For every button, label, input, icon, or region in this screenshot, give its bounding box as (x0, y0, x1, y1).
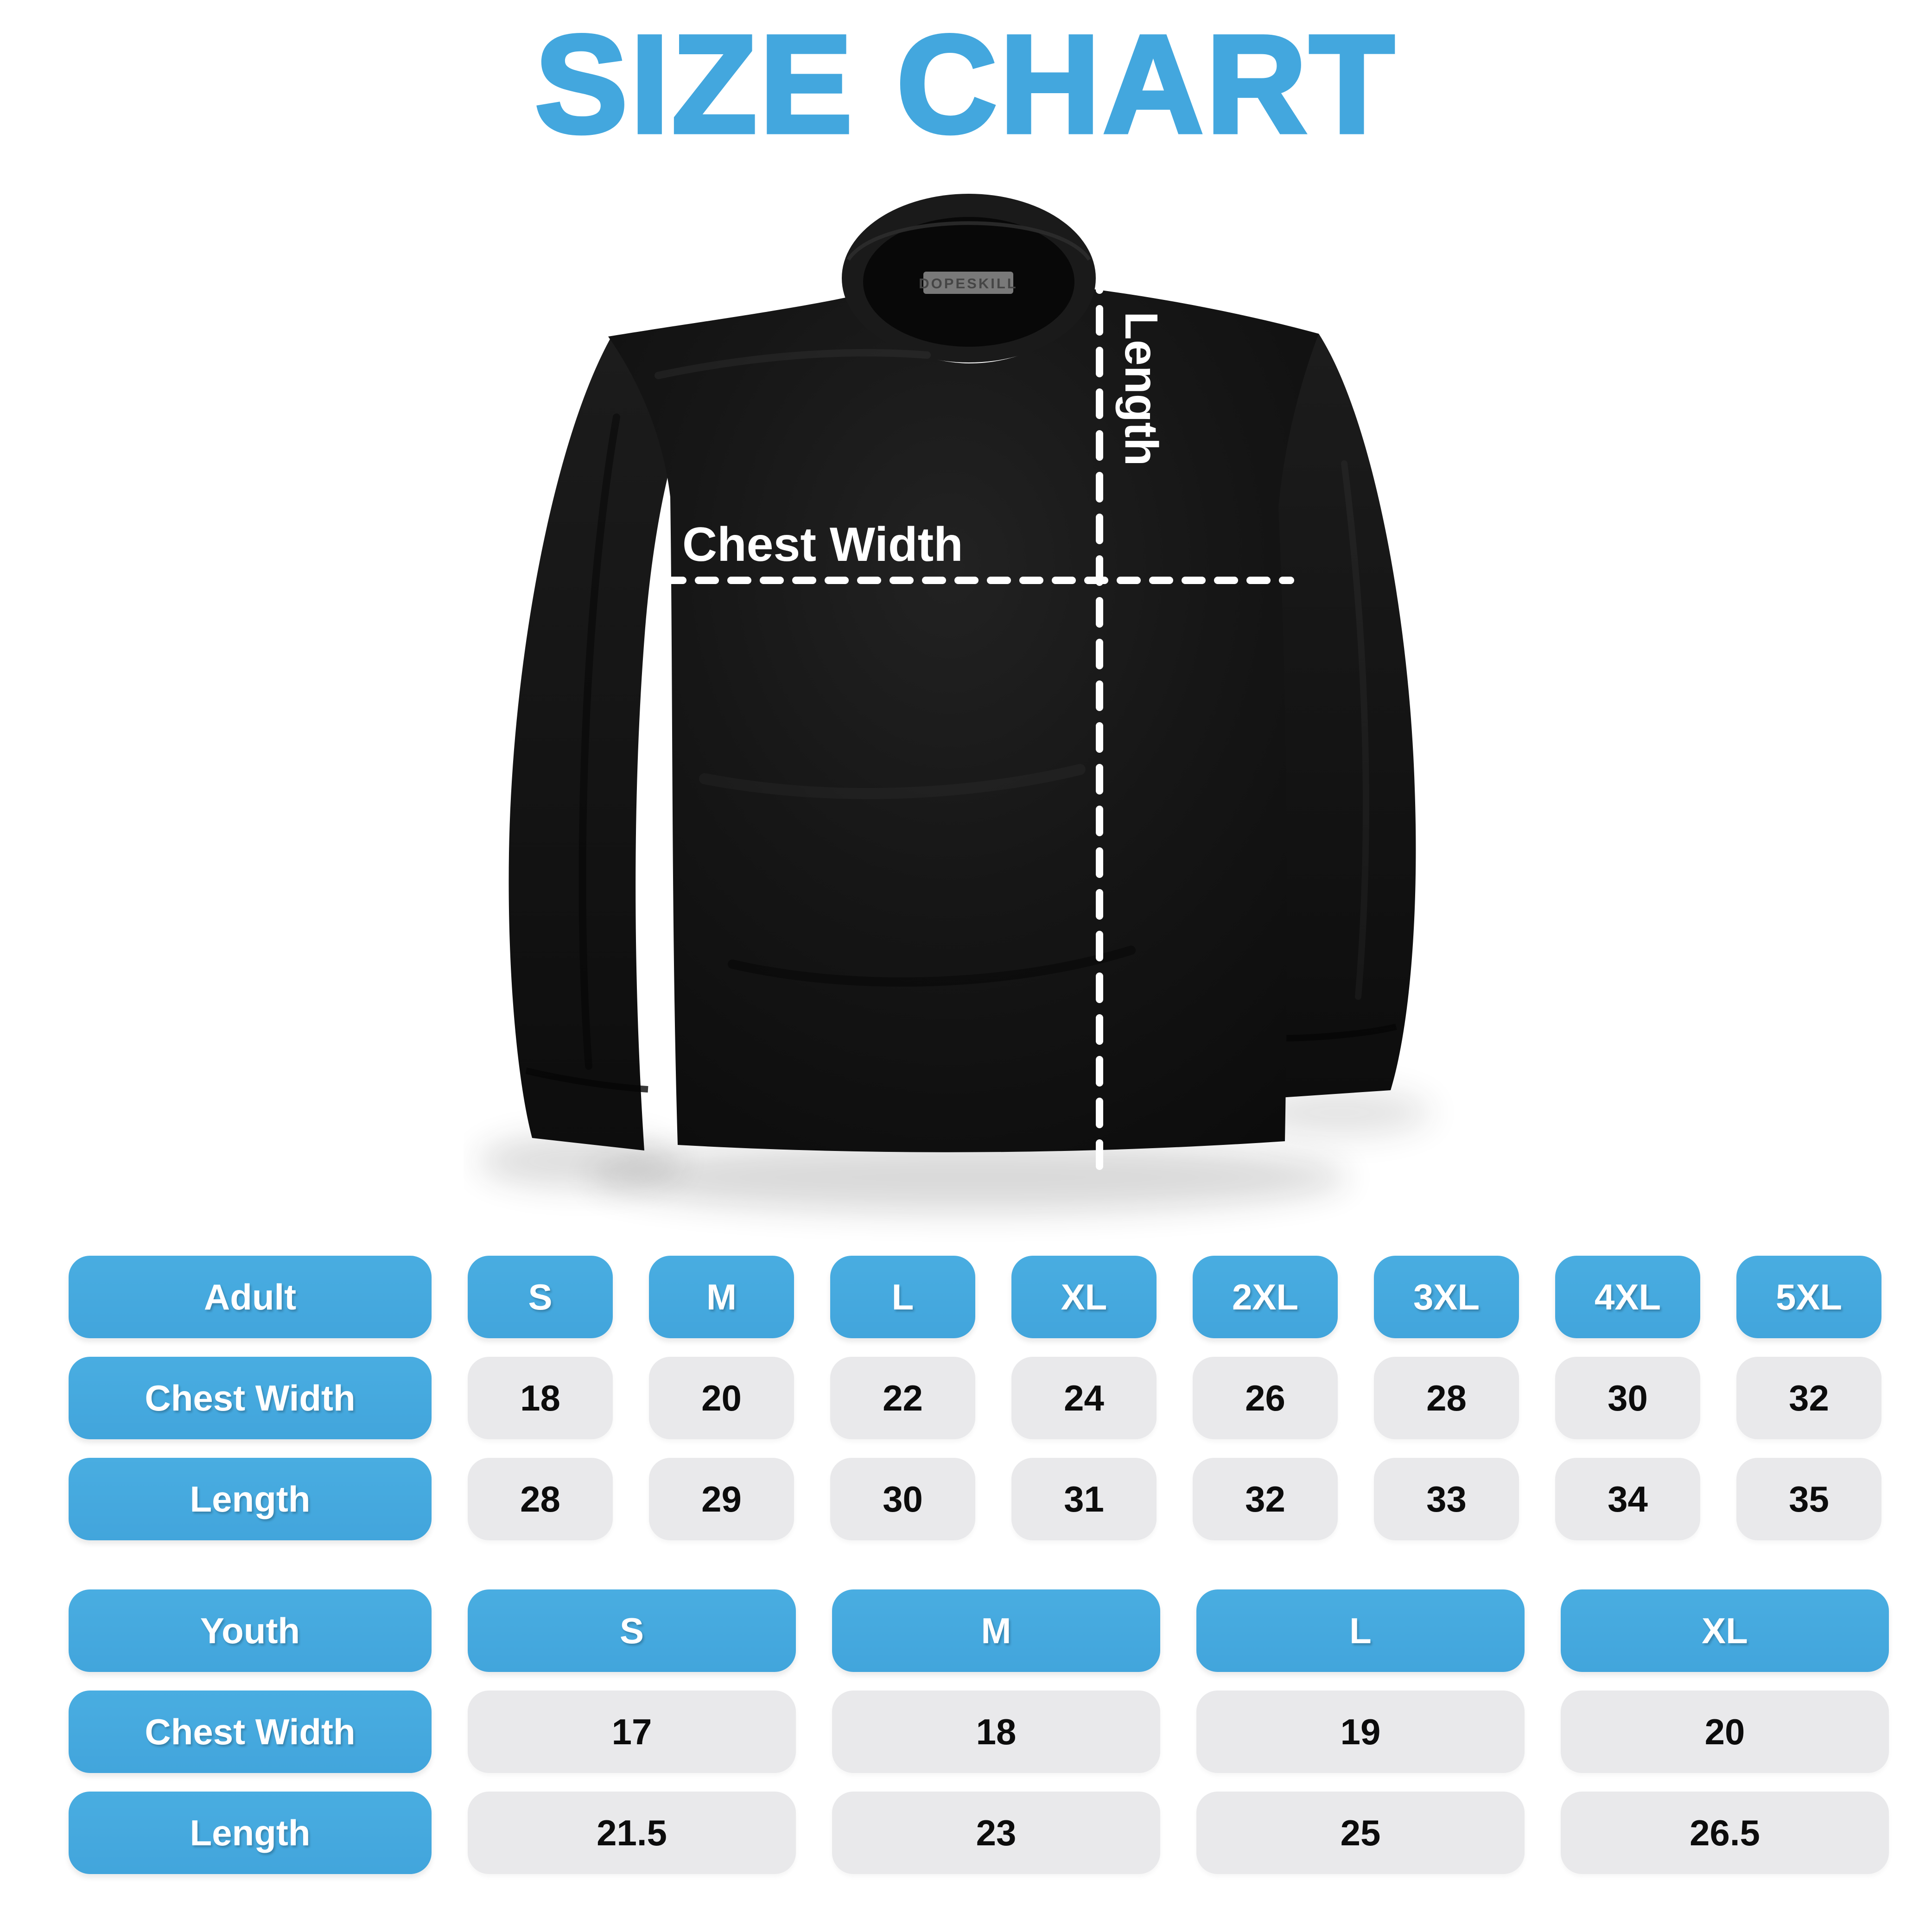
adult-length-5xl: 35 (1736, 1458, 1881, 1540)
adult-chest-width-4xl: 30 (1555, 1357, 1700, 1439)
youth-table-title: Youth (69, 1589, 432, 1672)
neck-tag (923, 272, 1013, 294)
youth-size-table: Youth S M L XL Chest Width 17 18 19 20 L… (69, 1589, 1889, 1874)
page-title: SIZE CHART (533, 6, 1397, 162)
adult-size-header-m: M (649, 1256, 794, 1338)
youth-length-row-header: Length (69, 1792, 432, 1874)
youth-chest-width-row-header: Chest Width (69, 1690, 432, 1773)
wrinkle-left-sleeve (578, 413, 620, 1070)
collar-stitch (846, 221, 1091, 261)
youth-chest-width-l: 19 (1196, 1690, 1525, 1773)
wrinkle-right-sleeve (1341, 460, 1369, 1000)
adult-size-header-xl: XL (1011, 1256, 1157, 1338)
shirt-figure: DOPESKILL Chest Width Length (464, 176, 1530, 1265)
shirt-shadow (589, 1143, 1349, 1212)
youth-size-header-s: S (468, 1589, 796, 1672)
adult-table-title: Adult (69, 1256, 432, 1338)
youth-length-xl: 26.5 (1561, 1792, 1889, 1874)
adult-chest-width-3xl: 28 (1374, 1357, 1519, 1439)
youth-chest-width-m: 18 (832, 1690, 1160, 1773)
youth-length-l: 25 (1196, 1792, 1525, 1874)
adult-chest-width-5xl: 32 (1736, 1357, 1881, 1439)
adult-length-2xl: 32 (1193, 1458, 1338, 1540)
adult-length-xl: 31 (1011, 1458, 1157, 1540)
adult-chest-width-2xl: 26 (1193, 1357, 1338, 1439)
right-cuff-seam (1278, 1023, 1397, 1042)
adult-size-header-s: S (468, 1256, 613, 1338)
adult-chest-width-m: 20 (649, 1357, 794, 1439)
adult-length-row-header: Length (69, 1458, 432, 1540)
youth-chest-width-xl: 20 (1561, 1690, 1889, 1773)
adult-chest-width-row-header: Chest Width (69, 1357, 432, 1439)
youth-chest-width-s: 17 (468, 1690, 796, 1773)
youth-size-header-xl: XL (1561, 1589, 1889, 1672)
adult-size-header-3xl: 3XL (1374, 1256, 1519, 1338)
youth-size-header-l: L (1196, 1589, 1525, 1672)
left-cuff-shadow (477, 1136, 681, 1187)
adult-size-header-4xl: 4XL (1555, 1256, 1700, 1338)
youth-length-m: 23 (832, 1792, 1160, 1874)
wrinkle-lower (728, 946, 1136, 987)
adult-length-4xl: 34 (1555, 1458, 1700, 1540)
left-cuff-seam (525, 1068, 648, 1093)
adult-chest-width-xl: 24 (1011, 1357, 1157, 1439)
adult-length-s: 28 (468, 1458, 613, 1540)
chest-width-label: Chest Width (682, 518, 963, 572)
shirt-diagram: DOPESKILL Chest Width Length (477, 194, 1432, 1212)
neck-tag-label: DOPESKILL (919, 275, 1017, 292)
length-label: Length (1115, 311, 1167, 466)
youth-size-header-m: M (832, 1589, 1160, 1672)
right-cuff-shadow (1247, 1089, 1432, 1136)
adult-length-m: 29 (649, 1458, 794, 1540)
adult-size-header-5xl: 5XL (1736, 1256, 1881, 1338)
adult-length-3xl: 33 (1374, 1458, 1519, 1540)
adult-size-table: Adult S M L XL 2XL 3XL 4XL 5XL Chest Wid… (69, 1256, 1881, 1540)
adult-length-l: 30 (830, 1458, 975, 1540)
shirt-left-sleeve (508, 337, 698, 1150)
shirt-body (608, 289, 1319, 1152)
adult-chest-width-s: 18 (468, 1357, 613, 1439)
adult-size-header-l: L (830, 1256, 975, 1338)
wrinkle-shoulder (655, 349, 931, 379)
adult-size-header-2xl: 2XL (1193, 1256, 1338, 1338)
adult-chest-width-l: 22 (830, 1357, 975, 1439)
youth-length-s: 21.5 (468, 1792, 796, 1874)
